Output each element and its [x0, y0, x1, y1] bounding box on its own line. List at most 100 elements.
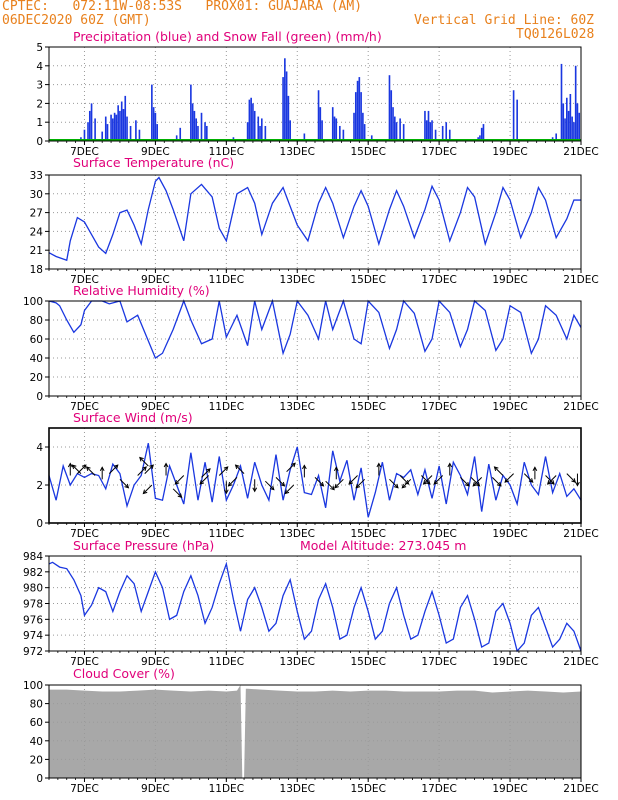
wind-arrow-head [546, 480, 552, 485]
pressure-ytick-label: 980 [23, 583, 43, 595]
precip-bar [424, 110, 426, 141]
wind-arrow-head [302, 464, 307, 470]
pressure-ytick-label: 974 [23, 630, 43, 642]
wind-arrow [472, 477, 483, 487]
precip-bar [106, 124, 109, 141]
rh-ytick-label: 60 [30, 334, 43, 346]
precip-panel: Precipitation (blue) and Snow Fall (gree… [36, 29, 598, 158]
precip-bar [319, 107, 322, 141]
precip-ytick-label: 0 [36, 136, 43, 148]
wind-arrow [421, 475, 431, 485]
precip-bar [193, 110, 196, 141]
precip-bar [358, 77, 361, 141]
wind-arrow-head [291, 462, 296, 468]
precip-bar [282, 77, 284, 141]
precip-bar [179, 127, 182, 141]
wind-arrow [566, 473, 576, 483]
precip-xtick-label: 11DEC [209, 146, 244, 158]
precip-title: Precipitation (blue) and Snow Fall (gree… [73, 29, 382, 44]
temp-panel: Surface Temperature (nC) 18 21 24 27 30 33 7DEC… [30, 155, 599, 286]
precip-bar [101, 131, 104, 141]
rh-xtick-label: 17DEC [421, 401, 456, 413]
wind-arrow-head [376, 462, 382, 468]
precip-ytick-label: 1 [36, 117, 43, 129]
wind-arrow-head [575, 481, 580, 487]
wind-arrow [284, 484, 295, 494]
wind-arrow-head [85, 466, 91, 471]
wind-arrow [137, 466, 147, 476]
precip-bar [479, 135, 481, 141]
wind-arrow-head [393, 483, 399, 489]
precip-bar [321, 120, 323, 141]
wind-arrow-head [139, 456, 144, 462]
pressure-xtick-label: 11DEC [209, 656, 244, 668]
header-line3-right: TQ0126L028 [516, 27, 595, 42]
cloud-xtick-label: 11DEC [209, 783, 244, 795]
wind-arrow [470, 477, 480, 487]
precip-bar [573, 122, 575, 141]
wind-arrow-head [404, 480, 410, 485]
precip-bar [441, 125, 444, 141]
precip-bar [250, 97, 252, 141]
precip-xtick-label: 13DEC [280, 146, 315, 158]
pressure-xtick-label: 19DEC [492, 656, 527, 668]
wind-arrow [86, 466, 96, 476]
wind-xtick-label: 21DEC [563, 528, 598, 540]
precip-bar [354, 92, 357, 141]
wind-arrow-head [284, 489, 290, 495]
header-line1: CPTEC: 072:11W-08:53S PROX01: GUAJARA (A… [2, 0, 363, 14]
precip-bar [360, 92, 362, 141]
temp-xtick-label: 17DEC [421, 274, 456, 286]
precip-bar [480, 127, 483, 141]
rh-line [48, 298, 582, 359]
precip-bar [253, 110, 256, 141]
wind-arrow [504, 473, 514, 483]
wind-arrow [143, 484, 153, 494]
wind-arrow-head [269, 485, 275, 491]
precip-bar [434, 129, 437, 141]
precip-bar [190, 84, 192, 141]
cloud-frame [48, 684, 582, 779]
wind-arrow-head [447, 462, 453, 468]
precip-bar [285, 71, 288, 141]
precip-bar [576, 103, 579, 141]
cloud-xtick-label: 17DEC [421, 783, 456, 795]
wind-arrow [119, 478, 129, 489]
wind-arrow [401, 478, 412, 489]
precip-xtick-label: 21DEC [563, 146, 598, 158]
wind-arrow [355, 478, 366, 489]
wind-arrow [172, 488, 182, 498]
wind-arrow [547, 475, 557, 485]
pressure-ytick-label: 982 [23, 567, 43, 579]
precip-bar [264, 125, 267, 141]
precip-bar [560, 63, 563, 141]
precip-bar [88, 110, 91, 141]
temp-xtick-label: 19DEC [492, 274, 527, 286]
precip-bar [402, 124, 405, 141]
wind-arrow [264, 480, 275, 491]
precip-bar [191, 103, 194, 141]
precip-bar [431, 120, 433, 141]
wind-arrow-head [280, 481, 286, 487]
pressure-ytick-label: 984 [23, 551, 43, 563]
precip-ytick-label: 3 [36, 80, 43, 92]
precip-bar [284, 58, 286, 141]
wind-arrow [545, 475, 555, 485]
precip-bar [113, 112, 116, 141]
wind-arrow [286, 462, 296, 473]
precip-bar [287, 95, 290, 141]
pressure-line [48, 561, 582, 653]
precip-bar [562, 103, 565, 141]
pressure-title: Surface Pressure (hPa) [73, 538, 214, 553]
temp-xtick-label: 15DEC [350, 274, 385, 286]
precip-bar [395, 122, 398, 141]
header-line2-right: Vertical Grid Line: 60Z [414, 13, 595, 28]
wind-arrow-head [142, 466, 147, 471]
precip-bar [516, 99, 518, 141]
wind-arrow [218, 466, 229, 476]
wind-arrow [144, 464, 154, 474]
pressure-xtick-label: 15DEC [350, 656, 385, 668]
wind-frame [48, 427, 582, 524]
wind-arrow [523, 473, 534, 483]
precip-xtick-label: 15DEC [350, 146, 385, 158]
